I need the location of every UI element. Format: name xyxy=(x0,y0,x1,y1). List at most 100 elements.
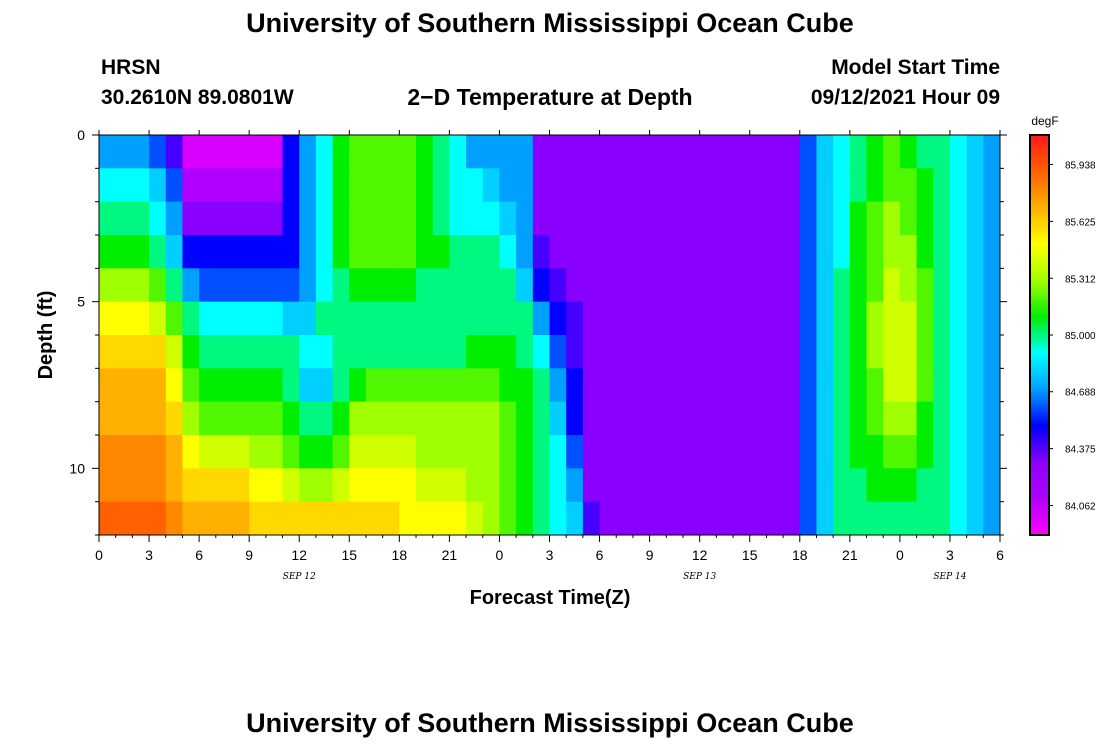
heatmap-cell xyxy=(582,201,601,236)
heatmap-cell xyxy=(883,168,901,203)
heatmap-cell xyxy=(833,435,851,469)
heatmap-cell xyxy=(966,435,984,469)
heatmap-cell xyxy=(165,301,183,336)
colorbar-tick-label: 84.062 xyxy=(1065,502,1096,513)
heatmap-cell xyxy=(866,235,884,269)
heatmap-cell xyxy=(966,368,984,403)
heatmap-cell xyxy=(599,301,617,336)
heatmap-cell xyxy=(716,168,734,203)
heatmap-cell xyxy=(616,335,634,369)
heatmap-cell xyxy=(399,435,417,469)
x-tick-label: 9 xyxy=(245,547,253,563)
heatmap-cell xyxy=(599,235,617,269)
heatmap-cell xyxy=(282,201,300,236)
heatmap-cell xyxy=(215,301,233,336)
heatmap-cell xyxy=(199,201,217,236)
heatmap-cell xyxy=(115,368,133,403)
heatmap-cell xyxy=(199,135,217,169)
heatmap-cell xyxy=(799,501,817,536)
heatmap-cell xyxy=(382,135,400,169)
heatmap-cell xyxy=(816,368,834,403)
heatmap-cell xyxy=(816,335,834,369)
model-start-time: 09/12/2021 Hour 09 xyxy=(810,86,1000,109)
heatmap-cell xyxy=(232,168,250,203)
heatmap-cell xyxy=(983,235,1001,269)
heatmap-cell xyxy=(182,435,200,469)
heatmap-cell xyxy=(666,201,684,236)
heatmap-cell xyxy=(165,268,183,303)
heatmap-cell xyxy=(849,235,868,269)
heatmap-cell xyxy=(199,168,217,203)
heatmap-cell xyxy=(616,401,634,436)
heatmap-cell xyxy=(349,401,367,436)
heatmap-cell xyxy=(416,401,434,436)
heatmap-cell xyxy=(833,501,851,536)
heatmap-cell xyxy=(115,501,133,536)
heatmap-cell xyxy=(449,501,467,536)
heatmap-cell xyxy=(282,435,300,469)
heatmap-cell xyxy=(649,401,667,436)
heatmap-cell xyxy=(966,135,984,169)
heatmap-cell xyxy=(699,168,717,203)
heatmap-cell xyxy=(532,135,550,169)
heatmap-cell xyxy=(449,268,467,303)
heatmap-cell xyxy=(632,301,651,336)
heatmap-cell xyxy=(449,201,467,236)
heatmap-cell xyxy=(315,401,334,436)
heatmap-cell xyxy=(516,268,534,303)
heatmap-cell xyxy=(282,335,300,369)
heatmap-cell xyxy=(432,435,450,469)
heatmap-cell xyxy=(733,335,751,369)
y-tick-label: 10 xyxy=(69,460,85,476)
heatmap-cell xyxy=(516,335,534,369)
heatmap-cell xyxy=(816,201,834,236)
heatmap-cell xyxy=(182,268,200,303)
heatmap-cell xyxy=(532,301,550,336)
heatmap-cell xyxy=(849,368,868,403)
heatmap-cell xyxy=(516,401,534,436)
heatmap-cell xyxy=(482,368,500,403)
heatmap-cells xyxy=(99,135,1001,536)
heatmap-cell xyxy=(365,235,384,269)
heatmap-cell xyxy=(315,468,334,503)
heatmap-cell xyxy=(866,501,884,536)
heatmap-cell xyxy=(866,201,884,236)
heatmap-cell xyxy=(716,268,734,303)
heatmap-cell xyxy=(215,468,233,503)
heatmap-cell xyxy=(182,201,200,236)
heatmap-cell xyxy=(482,168,500,203)
heatmap-cell xyxy=(199,301,217,336)
heatmap-cell xyxy=(282,235,300,269)
heatmap-cell xyxy=(716,301,734,336)
heatmap-cell xyxy=(149,201,167,236)
heatmap-cell xyxy=(332,468,350,503)
heatmap-cell xyxy=(499,168,517,203)
heatmap-cell xyxy=(115,301,133,336)
heatmap-cell xyxy=(616,235,634,269)
heatmap-cell xyxy=(632,435,651,469)
heatmap-cell xyxy=(949,301,968,336)
heatmap-cell xyxy=(199,435,217,469)
heatmap-cell xyxy=(899,168,918,203)
heatmap-cell xyxy=(549,168,567,203)
heatmap-cell xyxy=(115,168,133,203)
heatmap-cell xyxy=(566,235,584,269)
heatmap-cell xyxy=(916,168,934,203)
colorbar-tick-label: 84.375 xyxy=(1065,445,1096,456)
heatmap-cell xyxy=(265,168,284,203)
chart-title-top: University of Southern Mississippi Ocean… xyxy=(246,8,854,38)
heatmap-cell xyxy=(249,501,267,536)
heatmap-cell xyxy=(132,368,150,403)
heatmap-cell xyxy=(549,301,567,336)
heatmap-cell xyxy=(749,168,767,203)
heatmap-cell xyxy=(265,235,284,269)
heatmap-cell xyxy=(249,368,267,403)
heatmap-cell xyxy=(299,135,317,169)
heatmap-cell xyxy=(599,501,617,536)
heatmap-cell xyxy=(749,368,767,403)
heatmap-cell xyxy=(299,335,317,369)
heatmap-cell xyxy=(466,135,484,169)
heatmap-cell xyxy=(365,401,384,436)
heatmap-cell xyxy=(566,168,584,203)
heatmap-cell xyxy=(199,335,217,369)
